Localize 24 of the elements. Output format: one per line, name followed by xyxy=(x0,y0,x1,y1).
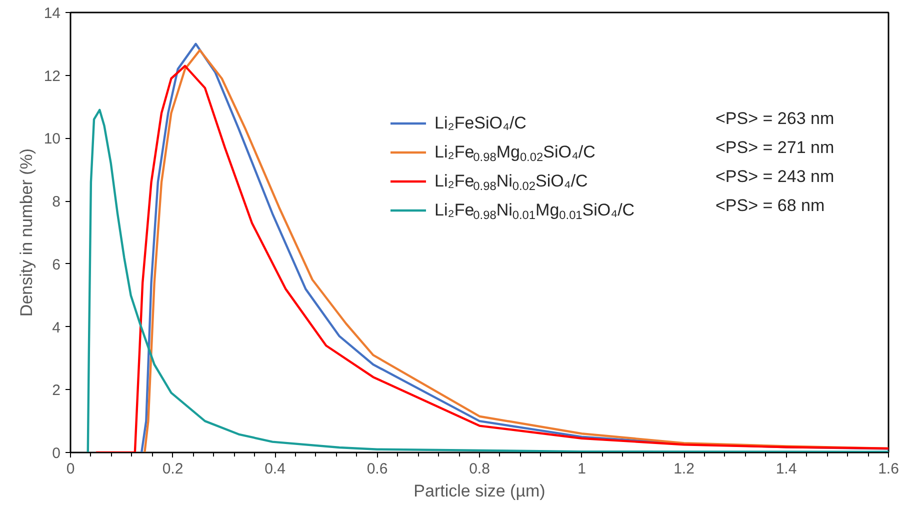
y-tick-label: 8 xyxy=(52,194,60,211)
y-tick-label: 4 xyxy=(52,319,60,336)
annotation: <PS> = 243 nm xyxy=(716,167,834,186)
x-tick-label: 1.6 xyxy=(878,460,899,478)
legend-label: Li₂FeSiO₄/C xyxy=(434,114,526,132)
annotation: <PS> = 68 nm xyxy=(716,196,825,215)
x-tick-label: 0.4 xyxy=(264,460,286,478)
y-axis-title: Density in number (%) xyxy=(16,148,36,317)
annotation: <PS> = 263 nm xyxy=(716,109,834,128)
y-tick-label: 0 xyxy=(52,445,60,462)
x-tick-label: 0.8 xyxy=(469,460,490,478)
x-tick-label: 0 xyxy=(66,460,75,478)
y-tick-label: 14 xyxy=(44,5,61,22)
y-tick-label: 10 xyxy=(44,130,61,148)
x-tick-label: 1.2 xyxy=(674,460,694,478)
annotation: <PS> = 271 nm xyxy=(716,138,834,157)
x-tick-label: 0.6 xyxy=(366,460,388,478)
x-tick-label: 1 xyxy=(578,460,586,478)
y-tick-label: 6 xyxy=(52,256,60,274)
x-tick-label: 1.4 xyxy=(776,460,797,478)
y-tick-label: 2 xyxy=(52,382,60,400)
x-axis-title: Particle size (µm) xyxy=(414,482,546,500)
y-tick-label: 12 xyxy=(44,68,61,85)
x-tick-label: 0.2 xyxy=(162,460,184,478)
